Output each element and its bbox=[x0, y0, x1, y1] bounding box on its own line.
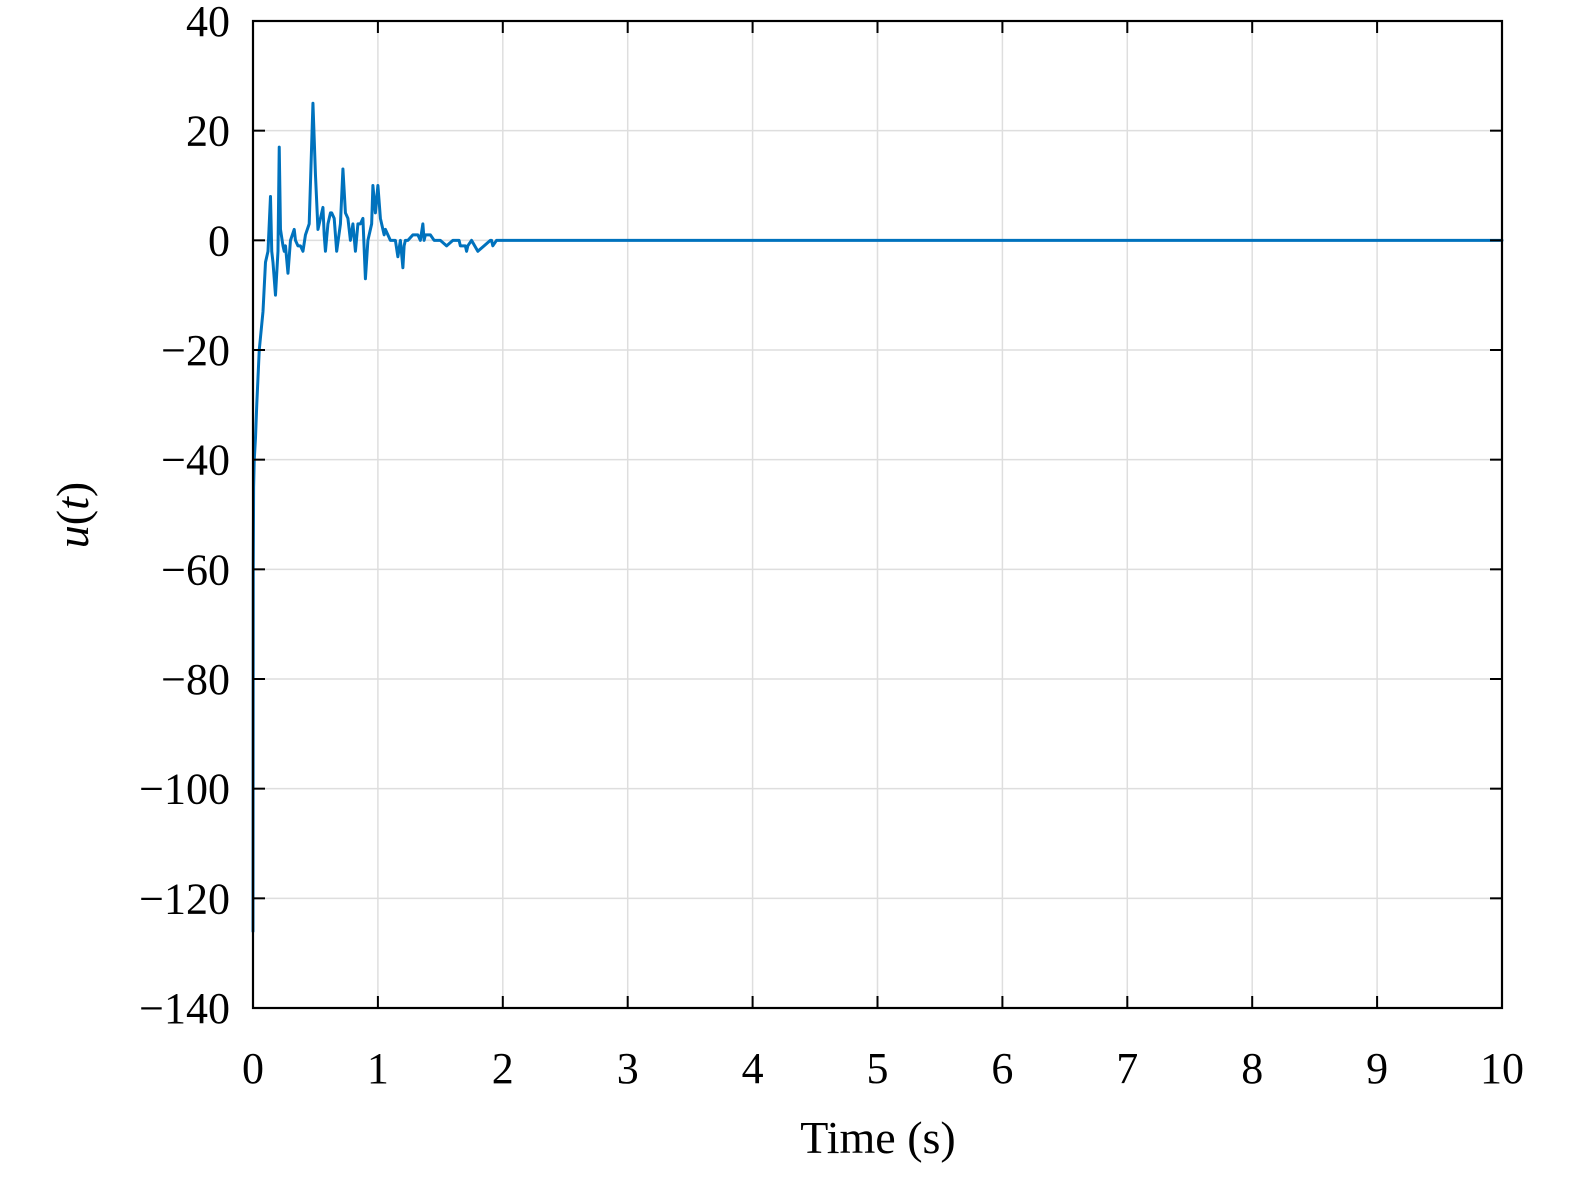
y-axis-title-open: ( bbox=[47, 510, 98, 525]
x-tick-label: 3 bbox=[617, 1044, 639, 1093]
x-tick-label: 2 bbox=[492, 1044, 514, 1093]
label-layer: 0 1 2 3 4 5 6 7 8 9 10 −140 −120 −100 −80 −60 −40 −20 0 20 4… bbox=[139, 0, 1524, 1093]
y-tick-label: 0 bbox=[208, 216, 230, 265]
series-layer bbox=[251, 101, 1504, 933]
y-tick-label: 40 bbox=[186, 0, 230, 46]
y-axis-title-arg: t bbox=[47, 496, 98, 510]
x-tick-label: 1 bbox=[367, 1044, 389, 1093]
x-tick-label: 4 bbox=[742, 1044, 764, 1093]
y-tick-label: −60 bbox=[161, 545, 230, 594]
x-axis-title: Time (s) bbox=[800, 1112, 956, 1163]
x-tick-label: 0 bbox=[242, 1044, 264, 1093]
series-line bbox=[251, 101, 1504, 933]
y-tick-label: −120 bbox=[139, 874, 230, 923]
x-tick-label: 7 bbox=[1116, 1044, 1138, 1093]
y-tick-label: −20 bbox=[161, 326, 230, 375]
tick-layer bbox=[252, 20, 1503, 1009]
y-tick-label: −40 bbox=[161, 436, 230, 485]
x-tick-label: 5 bbox=[867, 1044, 889, 1093]
y-tick-label: −140 bbox=[139, 984, 230, 1033]
x-tick-label: 10 bbox=[1480, 1044, 1524, 1093]
x-tick-label: 6 bbox=[991, 1044, 1013, 1093]
x-tick-label: 9 bbox=[1366, 1044, 1388, 1093]
x-tick-label: 8 bbox=[1241, 1044, 1263, 1093]
y-axis-title-close: ) bbox=[47, 482, 98, 497]
y-tick-label: −80 bbox=[161, 655, 230, 704]
y-tick-label: 20 bbox=[186, 107, 230, 156]
y-axis-title: u(t) bbox=[47, 482, 98, 548]
grid-layer bbox=[253, 21, 1502, 1008]
y-tick-label: −100 bbox=[139, 765, 230, 814]
y-axis-title-fn: u bbox=[47, 525, 98, 548]
